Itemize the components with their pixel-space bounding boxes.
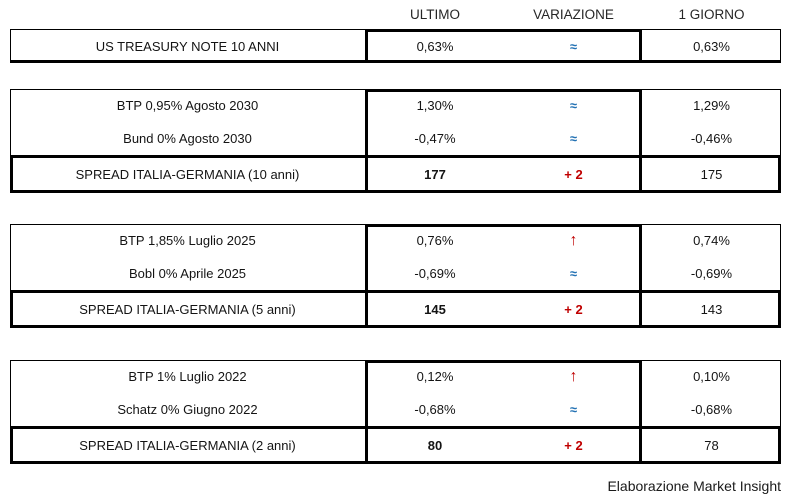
- ultimo-value: -0,69%: [414, 266, 456, 281]
- block-us-treasury: US TREASURY NOTE 10 ANNI 0,63% ≈ 0,63%: [10, 29, 781, 63]
- spread-variazione-value: + 2: [564, 301, 583, 317]
- instrument-label: Bund 0% Agosto 2030: [123, 131, 252, 146]
- instrument-label: US TREASURY NOTE 10 ANNI: [95, 38, 280, 54]
- ultimo-value: 1,30%: [416, 98, 454, 113]
- bond-table: ULTIMO VARIAZIONE 1 GIORNO US TREASURY N…: [10, 0, 781, 494]
- spread-label: SPREAD ITALIA-GERMANIA (10 anni): [75, 166, 300, 182]
- table-row: Schatz 0% Giugno 2022 -0,68% ≈ -0,68%: [10, 393, 781, 426]
- spread-giorno-value: 175: [700, 166, 723, 182]
- up-arrow-icon: ↑: [569, 367, 578, 385]
- giorno-value: 0,63%: [693, 38, 730, 54]
- source-credit: Elaborazione Market Insight: [607, 478, 781, 494]
- spread-label: SPREAD ITALIA-GERMANIA (5 anni): [79, 301, 296, 317]
- approx-equal-icon: ≈: [569, 402, 578, 417]
- column-header-ultimo: ULTIMO: [410, 7, 460, 23]
- table-row: Bund 0% Agosto 2030 -0,47% ≈ -0,46%: [10, 122, 781, 155]
- column-header-giorno: 1 GIORNO: [678, 7, 745, 23]
- column-header-row: ULTIMO VARIAZIONE 1 GIORNO: [10, 4, 781, 26]
- instrument-label: Bobl 0% Aprile 2025: [128, 266, 247, 281]
- giorno-value: 0,74%: [693, 233, 730, 248]
- giorno-value: -0,46%: [690, 131, 733, 146]
- spread-ultimo-value: 80: [427, 437, 443, 453]
- instrument-label: BTP 1,85% Luglio 2025: [119, 233, 256, 248]
- spread-variazione-value: + 2: [564, 166, 583, 182]
- instrument-label: BTP 0,95% Agosto 2030: [116, 98, 259, 113]
- up-arrow-icon: ↑: [569, 231, 578, 249]
- table-row: BTP 1,85% Luglio 2025 0,76% ↑ 0,74%: [10, 224, 781, 257]
- spread-row: SPREAD ITALIA-GERMANIA (5 anni) 145 + 2 …: [10, 290, 781, 328]
- giorno-value: -0,69%: [690, 266, 733, 281]
- ultimo-value: 0,63%: [416, 38, 454, 54]
- spread-row: SPREAD ITALIA-GERMANIA (2 anni) 80 + 2 7…: [10, 426, 781, 464]
- column-header-variazione: VARIAZIONE: [533, 7, 614, 23]
- instrument-label: BTP 1% Luglio 2022: [128, 369, 247, 384]
- table-row: BTP 1% Luglio 2022 0,12% ↑ 0,10%: [10, 360, 781, 393]
- spread-variazione-value: + 2: [564, 437, 583, 453]
- ultimo-value: 0,12%: [416, 369, 454, 384]
- giorno-value: 1,29%: [693, 98, 730, 113]
- instrument-label: Schatz 0% Giugno 2022: [117, 402, 258, 417]
- spread-giorno-value: 143: [700, 301, 723, 317]
- ultimo-value: -0,47%: [414, 131, 456, 146]
- approx-equal-icon: ≈: [569, 38, 578, 54]
- approx-equal-icon: ≈: [569, 98, 578, 113]
- table-row: Bobl 0% Aprile 2025 -0,69% ≈ -0,69%: [10, 257, 781, 290]
- ultimo-value: -0,68%: [414, 402, 456, 417]
- approx-equal-icon: ≈: [569, 131, 578, 146]
- approx-equal-icon: ≈: [569, 266, 578, 281]
- table-row: US TREASURY NOTE 10 ANNI 0,63% ≈ 0,63%: [10, 29, 781, 63]
- table-row: BTP 0,95% Agosto 2030 1,30% ≈ 1,29%: [10, 89, 781, 122]
- spread-ultimo-value: 145: [424, 301, 446, 317]
- ultimo-value: 0,76%: [416, 233, 454, 248]
- spread-giorno-value: 78: [704, 437, 719, 453]
- giorno-value: 0,10%: [693, 369, 730, 384]
- giorno-value: -0,68%: [690, 402, 733, 417]
- spread-ultimo-value: 177: [424, 166, 446, 182]
- spread-label: SPREAD ITALIA-GERMANIA (2 anni): [79, 437, 296, 453]
- block-10-anni: BTP 0,95% Agosto 2030 1,30% ≈ 1,29% Bund…: [10, 89, 781, 193]
- block-2-anni: BTP 1% Luglio 2022 0,12% ↑ 0,10% Schatz …: [10, 360, 781, 464]
- spread-row: SPREAD ITALIA-GERMANIA (10 anni) 177 + 2…: [10, 155, 781, 193]
- block-5-anni: BTP 1,85% Luglio 2025 0,76% ↑ 0,74% Bobl…: [10, 224, 781, 328]
